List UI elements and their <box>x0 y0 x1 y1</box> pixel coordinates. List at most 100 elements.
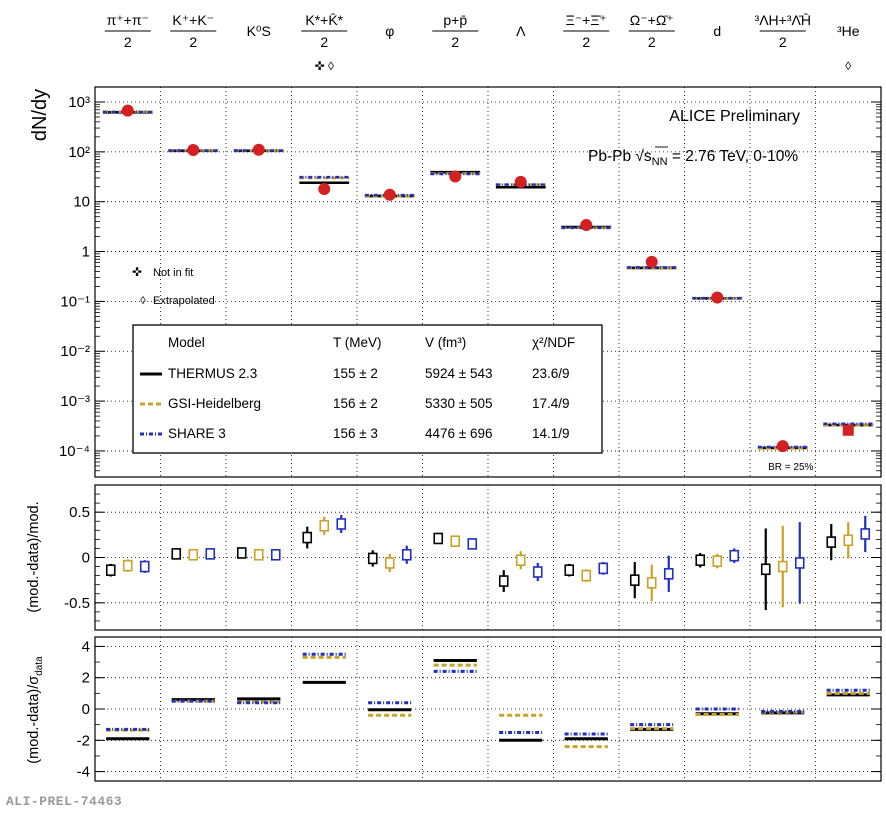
not-in-fit-label: Not in fit <box>153 267 193 279</box>
reldev-tick-label: 0.5 <box>69 504 90 521</box>
reldev-y-axis-label: (mod.-data)/mod. <box>26 501 42 612</box>
share-reldev-marker <box>401 548 412 561</box>
species-denominator: 2 <box>124 34 132 50</box>
sigdev-label-subscript: data <box>34 656 45 676</box>
species-label: d <box>713 23 721 39</box>
relative-deviation-panel: 0.5 0 -0.5 (mod.-data)/mod. <box>26 484 882 631</box>
species-numerator: π⁺+π⁻ <box>107 12 149 28</box>
data-point <box>514 175 527 188</box>
yields-tick-label: 10⁻⁴ <box>59 443 90 460</box>
species-label: φ <box>385 23 394 39</box>
system-tail: = 2.76 TeV, 0-10% <box>668 148 799 165</box>
data-point <box>711 291 724 304</box>
share-reldev-marker <box>270 548 281 561</box>
thermus-reldev-marker <box>760 563 771 576</box>
species-numerator: K*+K̄* <box>305 12 343 28</box>
legend-header: T (MeV) <box>333 335 382 350</box>
data-point <box>580 219 593 232</box>
collaboration-label: ALICE Preliminary <box>669 108 800 125</box>
not-in-fit-marker: ✜ <box>132 265 142 279</box>
legend-model-name: GSI-Heidelberg <box>168 396 261 411</box>
thermus-reldev-marker <box>695 554 706 567</box>
thermus-reldev-marker <box>826 536 837 548</box>
data-point <box>383 188 396 201</box>
gsi-reldev-marker <box>646 577 657 589</box>
share-reldev-marker <box>794 557 805 569</box>
reldev-tick-label: -0.5 <box>64 595 90 612</box>
br-note: BR = 25% <box>768 462 813 473</box>
legend-volume: 4476 ± 696 <box>425 426 492 441</box>
species-numerator: K⁺+K⁻ <box>172 12 214 28</box>
gsi-reldev-marker <box>712 555 723 567</box>
yields-tick-label: 10³ <box>68 94 90 111</box>
gsi-reldev-marker <box>843 534 854 547</box>
yields-tick-label: 10⁻¹ <box>60 293 90 310</box>
yields-tick-label: 10⁻² <box>60 343 90 360</box>
share-reldev-marker <box>532 566 543 578</box>
thermus-reldev-marker <box>236 547 247 559</box>
species-denominator: 2 <box>779 34 787 50</box>
legend-header: χ²/NDF <box>532 335 575 350</box>
legend-chi2: 23.6/9 <box>532 366 570 381</box>
legend-volume: 5330 ± 505 <box>425 396 492 411</box>
species-label: K⁰S <box>247 23 271 39</box>
legend-temperature: 156 ± 2 <box>333 396 378 411</box>
sigma-deviation-panel: 4 2 0 -2 -4 (mod.-data)/σdata <box>26 636 882 782</box>
collision-system-label: Pb-Pb √sNN = 2.76 TeV, 0-10% <box>588 148 798 168</box>
extrapolated-marker: ◊ <box>140 295 146 307</box>
gsi-reldev-marker <box>384 557 395 569</box>
share-reldev-marker <box>139 560 150 573</box>
system-subscript: NN <box>652 156 668 168</box>
species-denominator: 2 <box>320 34 328 50</box>
species-denominator: 2 <box>582 34 590 50</box>
yields-tick-label: 10 <box>73 194 90 211</box>
sigdev-label-text: (mod.-data)/σ <box>26 676 42 764</box>
data-point <box>842 424 854 436</box>
thermus-reldev-marker <box>498 575 509 587</box>
sigdev-tick-label: -4 <box>77 764 90 781</box>
thermus-reldev-marker <box>105 564 116 576</box>
legend-volume: 5924 ± 543 <box>425 366 492 381</box>
sigdev-y-axis-label: (mod.-data)/σdata <box>26 656 45 764</box>
reldev-tick-label: 0 <box>82 550 90 567</box>
species-numerator: ³ΛH+³Λ̄H̄ <box>755 12 811 28</box>
legend-temperature: 155 ± 2 <box>333 366 378 381</box>
yields-tick-label: 10² <box>68 144 90 161</box>
thermus-reldev-marker <box>171 548 182 560</box>
legend-model-name: SHARE 3 <box>168 426 226 441</box>
species-denominator: 2 <box>451 34 459 50</box>
gsi-reldev-marker <box>581 569 592 582</box>
thermus-reldev-marker <box>564 564 575 576</box>
share-reldev-marker <box>860 528 871 540</box>
preliminary-tag: ALI-PREL-74463 <box>6 794 123 809</box>
sigdev-tick-label: 2 <box>82 670 90 687</box>
gsi-reldev-marker <box>515 554 526 567</box>
share-reldev-marker <box>663 568 674 580</box>
system-text: Pb-Pb √s <box>588 148 652 165</box>
data-point <box>252 143 265 156</box>
thermus-reldev-marker <box>302 531 313 544</box>
legend-chi2: 14.1/9 <box>532 426 570 441</box>
yields-y-axis-label: dN/dy <box>29 89 51 141</box>
legend-model-name: THERMUS 2.3 <box>168 366 257 381</box>
species-numerator: Ω⁻+Ω̄⁺ <box>630 12 674 28</box>
thermus-reldev-marker <box>629 574 640 586</box>
data-point <box>449 170 462 183</box>
species-label: Λ <box>516 23 526 39</box>
sigdev-tick-label: -2 <box>77 732 90 749</box>
thermus-reldev-marker <box>433 532 444 545</box>
species-marker: ✜ ◊ <box>315 59 334 73</box>
gsi-reldev-marker <box>188 548 199 561</box>
share-reldev-marker <box>598 562 609 575</box>
data-point <box>121 104 134 117</box>
species-marker: ◊ <box>845 59 851 73</box>
gsi-reldev-marker <box>122 559 133 572</box>
legend-temperature: 156 ± 3 <box>333 426 378 441</box>
species-denominator: 2 <box>648 34 656 50</box>
species-numerator: Ξ⁻+Ξ̄⁺ <box>566 12 607 28</box>
data-point <box>318 182 331 195</box>
share-reldev-marker <box>467 538 478 550</box>
data-point <box>776 440 789 453</box>
gsi-reldev-marker <box>253 548 264 561</box>
